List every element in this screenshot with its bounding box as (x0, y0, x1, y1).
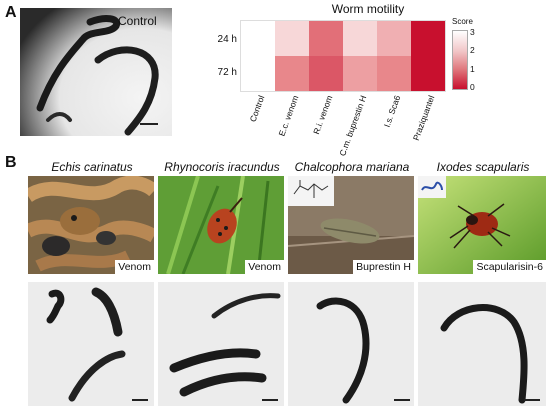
panel-a-letter: A (5, 4, 17, 21)
worm-image-ixodes (418, 282, 546, 406)
worm-micrograph-2 (158, 282, 284, 406)
heatmap-cell (411, 21, 445, 56)
legend-tick-1: 1 (470, 64, 475, 74)
colorbar (452, 30, 468, 90)
scale-bar (262, 399, 278, 401)
worm-micrograph-3 (288, 282, 414, 406)
heatmap-cell (343, 21, 377, 56)
label-scapularisin-6: Scapularisin-6 (473, 260, 546, 274)
label-venom-2: Venom (245, 260, 284, 274)
scale-bar (394, 399, 410, 401)
heatmap-cell (377, 56, 411, 91)
label-buprestin-h: Buprestin H (353, 260, 414, 274)
heatmap-cell (377, 21, 411, 56)
photo-ixodes-scapularis: Scapularisin-6 (418, 176, 546, 274)
control-micrograph: Control (20, 8, 172, 136)
protein-structure-inset (418, 176, 446, 198)
panel-b-letter: B (5, 154, 17, 171)
heatmap-cell (241, 21, 275, 56)
worm-micrograph-1 (28, 282, 154, 406)
species-title-1: Echis carinatus (51, 160, 133, 174)
heatmap-title: Worm motility (331, 2, 405, 16)
scale-bar (524, 399, 540, 401)
worm-image-echis (28, 282, 154, 406)
photo-echis-carinatus: Venom (28, 176, 154, 274)
bug-on-grass-photo-image (158, 176, 284, 274)
heatmap-cell (241, 56, 275, 91)
scale-bar (140, 123, 158, 125)
photo-rhynocoris-iracundus: Venom (158, 176, 284, 274)
row-label-24h: 24 h (217, 34, 237, 45)
tick-photo-image (418, 176, 546, 274)
photo-chalcophora-mariana: Buprestin H (288, 176, 414, 274)
heatmap-cell (275, 21, 309, 56)
label-venom-1: Venom (115, 260, 154, 274)
heatmap-grid (240, 20, 446, 92)
legend-tick-2: 2 (470, 45, 475, 55)
heatmap-cell (411, 56, 445, 91)
snake-photo-image (28, 176, 154, 274)
heatmap-cell (309, 56, 343, 91)
buprestin-structure-inset (288, 176, 334, 206)
species-title-3: Chalcophora mariana (294, 160, 410, 174)
species-title-4: Ixodes scapularis (436, 160, 530, 174)
worm-image-rhynocoris (158, 282, 284, 406)
heatmap-cell (275, 56, 309, 91)
heatmap-cell (343, 56, 377, 91)
heatmap-cell (309, 21, 343, 56)
scale-bar (132, 399, 148, 401)
worm-micrograph-4 (418, 282, 546, 406)
legend-title: Score (452, 17, 473, 26)
species-title-2: Rhynocoris iracundus (164, 160, 280, 174)
control-worm-image (20, 8, 172, 136)
legend-tick-3: 3 (470, 27, 475, 37)
legend-tick-0: 0 (470, 82, 475, 92)
row-label-72h: 72 h (217, 67, 237, 78)
control-label: Control (118, 14, 157, 28)
worm-image-chalcophora (288, 282, 414, 406)
